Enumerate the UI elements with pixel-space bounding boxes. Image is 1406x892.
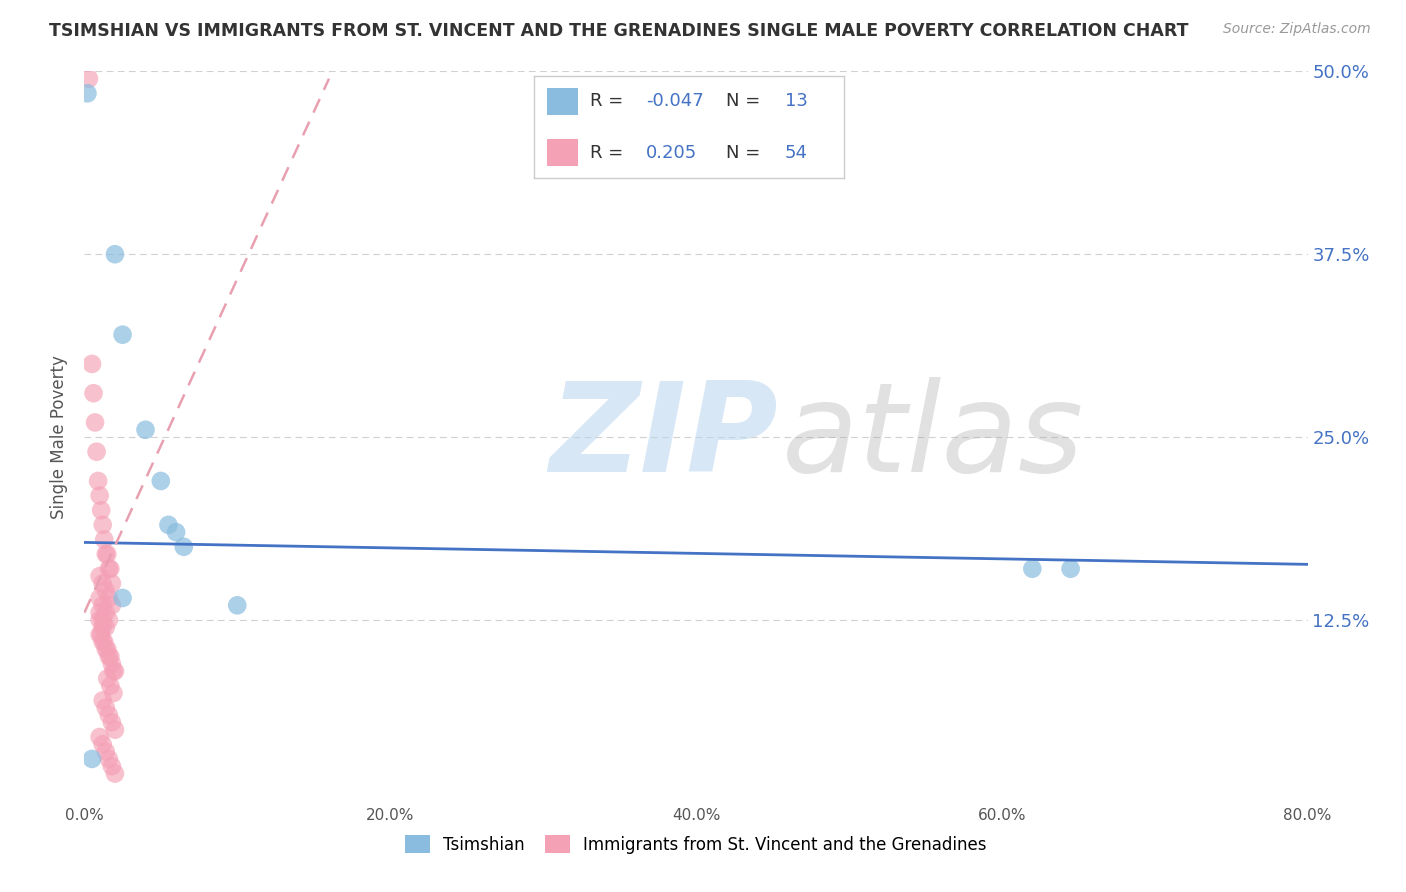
Point — [83, 386, 105, 401]
Point — [104, 723, 127, 737]
Point — [93, 533, 115, 547]
FancyBboxPatch shape — [547, 88, 578, 115]
Point — [226, 599, 249, 613]
Point — [97, 708, 120, 723]
Point — [94, 547, 117, 561]
Point — [103, 686, 125, 700]
Point — [101, 759, 124, 773]
Point — [89, 613, 111, 627]
Point — [91, 576, 114, 591]
Text: N =: N = — [725, 93, 766, 111]
Point — [97, 752, 120, 766]
Point — [80, 357, 103, 371]
Point — [90, 503, 112, 517]
Legend: Tsimshian, Immigrants from St. Vincent and the Grenadines: Tsimshian, Immigrants from St. Vincent a… — [398, 829, 994, 860]
Point — [97, 613, 120, 627]
Text: 54: 54 — [785, 144, 808, 161]
Point — [94, 583, 117, 598]
Point — [89, 489, 111, 503]
Point — [93, 635, 115, 649]
Text: atlas: atlas — [782, 376, 1084, 498]
Y-axis label: Single Male Poverty: Single Male Poverty — [51, 355, 69, 519]
Point — [89, 569, 111, 583]
Point — [1021, 562, 1043, 576]
Point — [101, 657, 124, 671]
Point — [96, 642, 118, 657]
Point — [111, 327, 134, 342]
Point — [87, 474, 110, 488]
Point — [135, 423, 157, 437]
Point — [101, 576, 124, 591]
Point — [91, 613, 114, 627]
Point — [91, 599, 114, 613]
Point — [165, 525, 187, 540]
Point — [104, 766, 127, 780]
Point — [86, 444, 108, 458]
Point — [89, 627, 111, 641]
FancyBboxPatch shape — [547, 139, 578, 166]
Point — [104, 664, 127, 678]
Point — [89, 606, 111, 620]
Point — [94, 745, 117, 759]
Point — [91, 693, 114, 707]
Point — [94, 606, 117, 620]
Text: 0.205: 0.205 — [645, 144, 697, 161]
Point — [97, 562, 120, 576]
Point — [80, 752, 103, 766]
Point — [98, 649, 121, 664]
Text: TSIMSHIAN VS IMMIGRANTS FROM ST. VINCENT AND THE GRENADINES SINGLE MALE POVERTY : TSIMSHIAN VS IMMIGRANTS FROM ST. VINCENT… — [49, 22, 1188, 40]
Point — [84, 416, 107, 430]
Point — [103, 664, 125, 678]
Text: R =: R = — [591, 93, 628, 111]
Point — [96, 672, 118, 686]
Point — [94, 620, 117, 634]
Point — [96, 547, 118, 561]
Point — [77, 71, 100, 86]
Point — [104, 247, 127, 261]
Point — [94, 642, 117, 657]
Point — [98, 562, 121, 576]
Point — [76, 87, 98, 101]
Text: R =: R = — [591, 144, 628, 161]
Text: ZIP: ZIP — [550, 376, 778, 498]
Point — [149, 474, 172, 488]
Point — [91, 635, 114, 649]
Point — [1059, 562, 1081, 576]
Point — [94, 700, 117, 714]
Point — [97, 649, 120, 664]
Text: 13: 13 — [785, 93, 807, 111]
Point — [89, 730, 111, 744]
Text: Source: ZipAtlas.com: Source: ZipAtlas.com — [1223, 22, 1371, 37]
Point — [101, 599, 124, 613]
Point — [101, 715, 124, 730]
Point — [90, 627, 112, 641]
Point — [91, 737, 114, 751]
Point — [111, 591, 134, 605]
Point — [157, 517, 180, 532]
Point — [91, 517, 114, 532]
Point — [98, 679, 121, 693]
Text: N =: N = — [725, 144, 766, 161]
Point — [97, 591, 120, 605]
Point — [173, 540, 195, 554]
Point — [91, 620, 114, 634]
Text: -0.047: -0.047 — [645, 93, 703, 111]
Point — [89, 591, 111, 605]
